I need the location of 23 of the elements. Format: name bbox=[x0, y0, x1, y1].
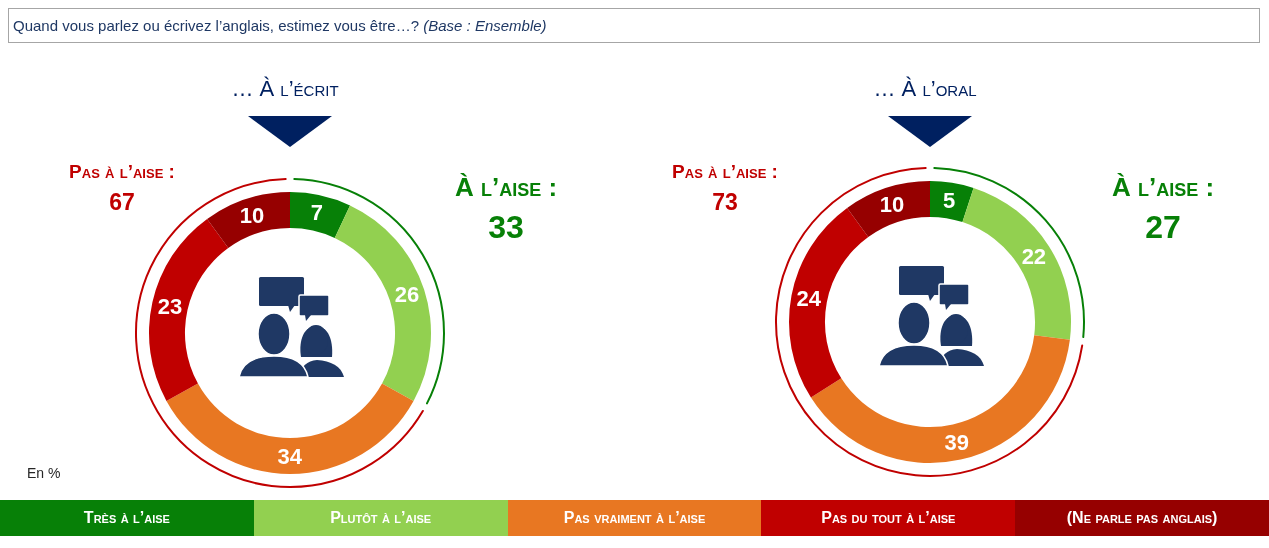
data-label: 10 bbox=[879, 192, 905, 218]
data-label: 7 bbox=[310, 200, 323, 226]
data-label: 39 bbox=[944, 429, 970, 455]
text: À l’aise : 33 bbox=[454, 172, 558, 247]
data-label: 26 bbox=[394, 282, 420, 308]
text: À l’aise : 27 bbox=[1111, 172, 1215, 247]
legend-label: Plutôt à l’aise bbox=[330, 500, 432, 536]
data-label: 22 bbox=[1021, 243, 1047, 269]
slice-label: … À l’oral bbox=[873, 75, 977, 103]
data-label: 5 bbox=[943, 187, 956, 213]
chart-title: Quand vous parlez ou écrivez l’anglais, estimez vous être…? (Base : Ensemble) bbox=[13, 17, 547, 34]
data-label: 23 bbox=[157, 293, 183, 319]
legend-label: Pas vraiment à l’aise bbox=[563, 500, 706, 536]
legend-label: (Ne parle pas anglais) bbox=[1066, 500, 1218, 536]
data-label: 10 bbox=[239, 203, 265, 229]
data-label: 24 bbox=[796, 286, 822, 312]
text: Pas à l’aise : 67 bbox=[69, 160, 175, 217]
slice-label: … À l’écrit bbox=[231, 75, 339, 103]
text: Pas à l’aise : 73 bbox=[672, 160, 778, 217]
legend-label: Très à l’aise bbox=[83, 500, 170, 536]
data-label: 34 bbox=[277, 443, 303, 469]
legend-label: Pas du tout à l’aise bbox=[821, 500, 956, 536]
text: En % bbox=[27, 464, 61, 482]
